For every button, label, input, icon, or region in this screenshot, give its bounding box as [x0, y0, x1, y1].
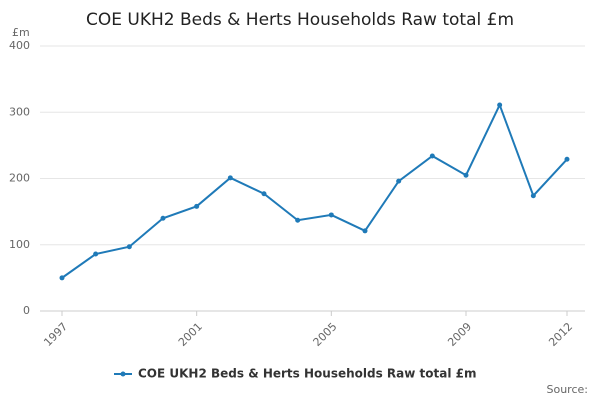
chart-title: COE UKH2 Beds & Herts Households Raw tot…: [86, 10, 514, 30]
y-tick-label: 400: [9, 39, 30, 52]
legend-label: COE UKH2 Beds & Herts Households Raw tot…: [138, 367, 476, 381]
y-tick-label: 0: [23, 304, 30, 317]
legend-marker: [120, 371, 126, 377]
line: [61, 102, 568, 279]
point: [295, 217, 301, 223]
y-tick-label: 100: [9, 238, 30, 251]
x-tick-label: 1997: [41, 320, 70, 349]
point: [564, 156, 570, 162]
point: [463, 172, 469, 178]
y-tick-label: 200: [9, 172, 30, 185]
point: [93, 251, 99, 257]
point: [362, 228, 368, 234]
point: [429, 153, 435, 159]
point: [261, 191, 267, 197]
y-axis-label: £m: [12, 26, 30, 39]
x-tick-label: 2012: [546, 320, 575, 349]
point: [328, 212, 334, 218]
point: [160, 215, 166, 221]
point: [396, 178, 402, 184]
x-tick-label: 2009: [445, 320, 474, 349]
point: [497, 102, 503, 108]
source: Source:: [547, 383, 589, 396]
point: [227, 175, 233, 181]
x-tick-label: 2001: [176, 320, 205, 349]
y-tick-label: 300: [9, 105, 30, 118]
point: [194, 203, 200, 209]
x-tick-label: 2005: [311, 320, 340, 349]
point: [59, 275, 65, 281]
point: [126, 244, 132, 250]
point: [530, 193, 536, 199]
